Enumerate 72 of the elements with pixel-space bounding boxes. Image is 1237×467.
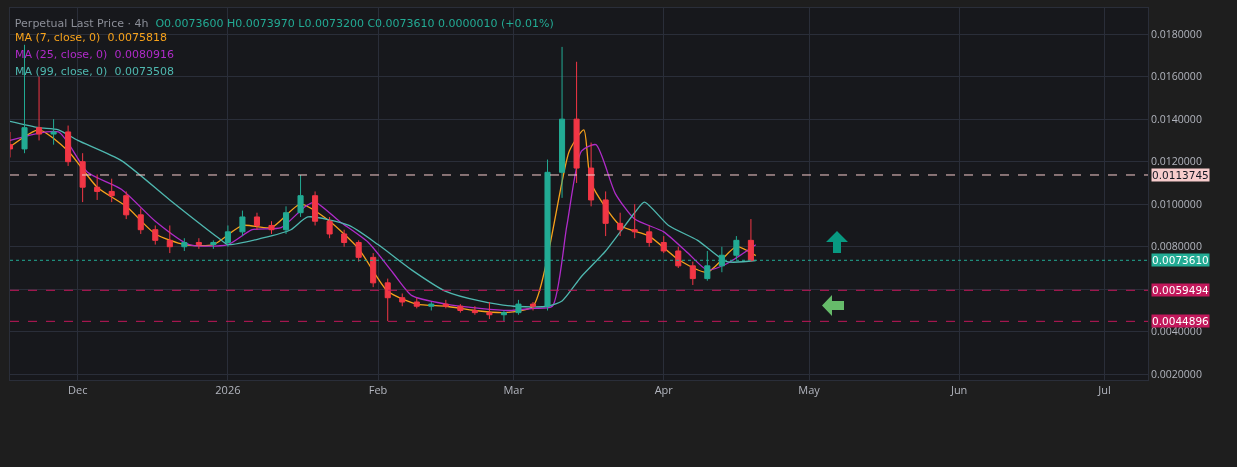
- candlestick: [384, 278, 391, 322]
- candlestick: [413, 297, 420, 309]
- text: Perpetual Last Price · 4h: [14, 16, 149, 30]
- annotation: O0.0073600 H0.0073970 L0.0073200 C0.0073610 0.0000010 (+0.01%): [155, 16, 554, 30]
- candlestick: [660, 235, 667, 254]
- y-tick-label: 0.0140000: [1151, 111, 1202, 126]
- candlestick: [529, 301, 537, 311]
- candlestick: [341, 229, 348, 248]
- candlestick: [559, 46, 566, 199]
- candlestick: [602, 190, 609, 237]
- candlestick: [500, 309, 507, 322]
- y-tick-label: 0.0040000: [1151, 324, 1202, 339]
- candlestick: [747, 218, 754, 263]
- text: MA (7, close, 0): [15, 31, 101, 44]
- x-tick-label: 2026: [215, 382, 241, 398]
- candlestick: [50, 118, 57, 146]
- candlestick: [370, 252, 377, 288]
- annotation: 0.0073508: [114, 65, 174, 78]
- candlestick: [573, 61, 580, 184]
- candlestick: [588, 142, 595, 207]
- candlestick: [123, 190, 130, 220]
- x-tick-label: Apr: [654, 382, 674, 398]
- candlestick: [471, 305, 478, 316]
- candlestick: [515, 299, 522, 316]
- candlestick: [282, 205, 290, 235]
- candlestick: [631, 203, 638, 239]
- candlestick: [36, 76, 43, 141]
- x-tick-label: Jul: [1097, 382, 1111, 398]
- candlestick: [326, 216, 333, 239]
- x-tick-label: May: [798, 382, 821, 398]
- candlestick: [65, 125, 72, 167]
- ref-line-label: 0.0059494: [1152, 284, 1210, 296]
- candlestick: [457, 303, 464, 314]
- candlestick: [268, 220, 275, 235]
- candlestick: [195, 237, 202, 250]
- candlestick: [312, 190, 319, 226]
- ref-line-label: 0.0073610: [1152, 254, 1209, 266]
- annotation: 0.0080916: [114, 48, 174, 61]
- candlestick: [152, 224, 159, 246]
- candlestick: [646, 224, 653, 248]
- ref-line-label: 0.0113745: [1152, 169, 1209, 181]
- y-tick-label: 0.0120000: [1151, 154, 1202, 169]
- candlestick: [224, 224, 231, 248]
- candlestick: [94, 173, 101, 201]
- candlestick: [486, 301, 493, 320]
- y-tick-label: 0.0160000: [1151, 69, 1202, 84]
- candlestick: [399, 292, 406, 307]
- x-tick-label: Feb: [368, 382, 388, 398]
- y-tick-label: 0.0020000: [1151, 366, 1202, 381]
- candlestick: [442, 299, 449, 309]
- candlestick: [108, 178, 115, 203]
- x-tick-label: Mar: [503, 382, 525, 398]
- candlestick: [675, 246, 682, 269]
- annotation: 0.0075818: [107, 31, 167, 44]
- candlestick: [137, 207, 144, 235]
- candlestick: [428, 301, 435, 311]
- candlestick: [181, 237, 188, 252]
- candlestick: [297, 174, 304, 218]
- candlestick: [617, 212, 624, 237]
- candlestick: [355, 239, 362, 263]
- x-tick-label: Dec: [68, 382, 88, 398]
- candlestick: [79, 152, 86, 203]
- candlestick: [210, 239, 217, 250]
- ref-line-label: 0.0044896: [1152, 315, 1210, 327]
- candlestick: [689, 261, 696, 286]
- y-tick-label: 0.0100000: [1151, 196, 1202, 211]
- candlestick: [253, 212, 261, 231]
- y-tick-label: 0.0080000: [1151, 239, 1202, 254]
- x-tick-label: Jun: [949, 382, 968, 398]
- candlestick: [166, 224, 173, 254]
- y-tick-label: 0.0180000: [1151, 26, 1202, 41]
- candlestick: [239, 210, 246, 237]
